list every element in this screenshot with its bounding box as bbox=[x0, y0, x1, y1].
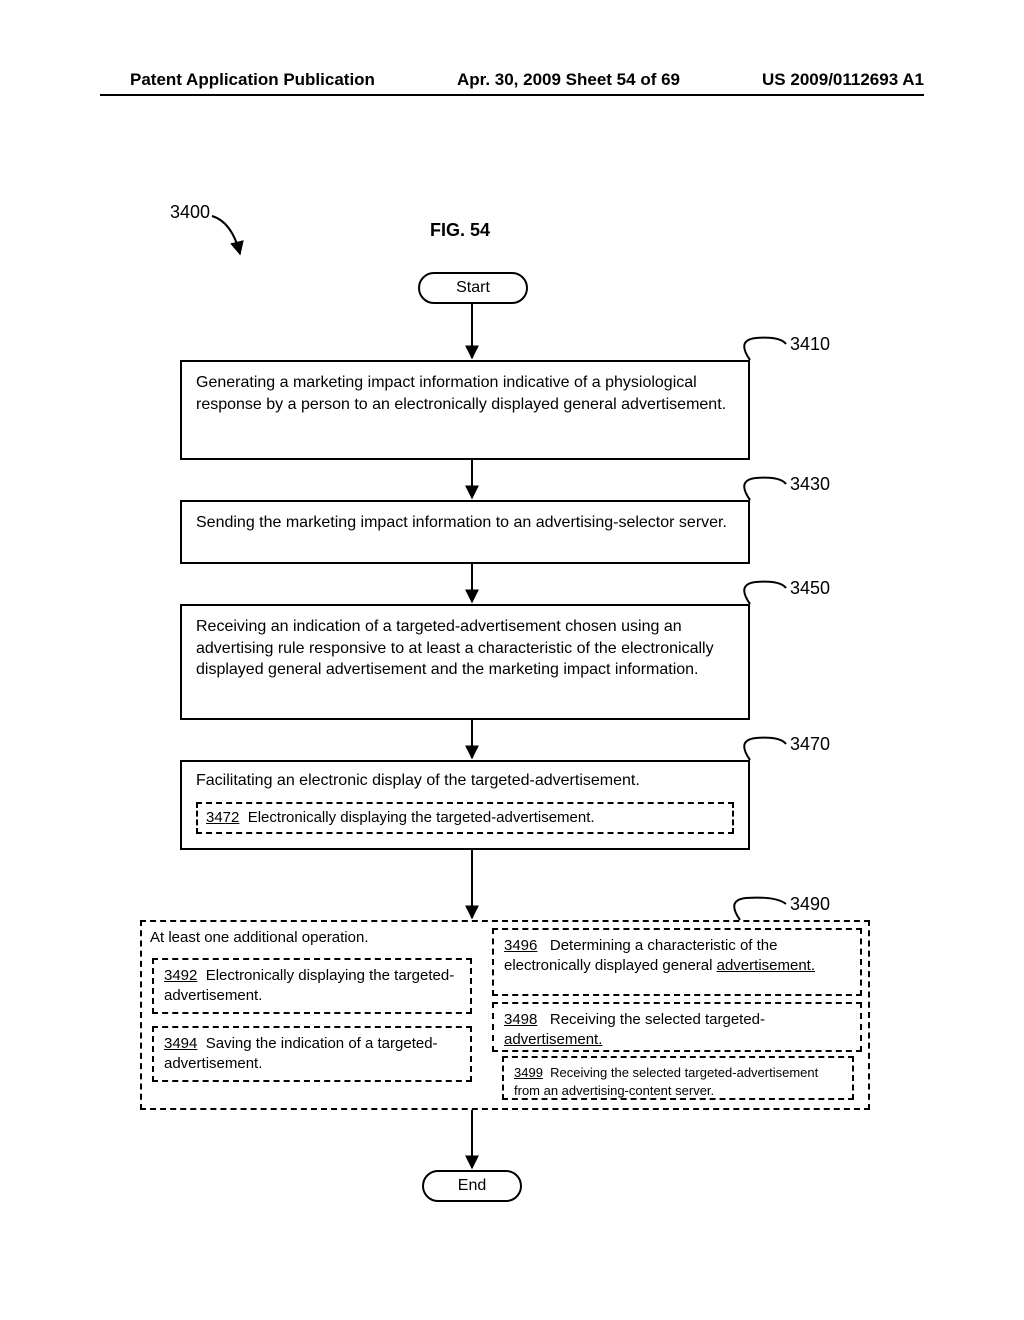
header-left: Patent Application Publication bbox=[130, 70, 375, 90]
page: Patent Application Publication Apr. 30, … bbox=[0, 0, 1024, 1320]
page-header: Patent Application Publication Apr. 30, … bbox=[0, 70, 1024, 90]
sub-3499-ref: 3499 bbox=[514, 1065, 543, 1080]
ref-main: 3400 bbox=[170, 202, 210, 223]
sub-3494-text: Saving the indication of a targeted-adve… bbox=[164, 1035, 438, 1072]
sub-3492: 3492 Electronically displaying the targe… bbox=[152, 958, 472, 1014]
sub-3498-ref: 3498 bbox=[504, 1011, 537, 1028]
sub-3492-text: Electronically displaying the targeted-a… bbox=[164, 967, 454, 1004]
step-3410-text: Generating a marketing impact informatio… bbox=[196, 374, 726, 413]
start-terminal: Start bbox=[418, 272, 528, 304]
step-3470-text: Facilitating an electronic display of th… bbox=[196, 770, 734, 792]
substep-3472-text: Electronically displaying the targeted-a… bbox=[248, 809, 595, 826]
sub-3496-ref: 3496 bbox=[504, 937, 537, 954]
step-3430: Sending the marketing impact information… bbox=[180, 500, 750, 564]
end-terminal: End bbox=[422, 1170, 522, 1202]
step-3450-text: Receiving an indication of a targeted-ad… bbox=[196, 618, 714, 678]
ref-3450: 3450 bbox=[790, 578, 830, 599]
step-3470: Facilitating an electronic display of th… bbox=[180, 760, 750, 850]
step-3450: Receiving an indication of a targeted-ad… bbox=[180, 604, 750, 720]
header-rule bbox=[100, 94, 924, 96]
ref-3410: 3410 bbox=[790, 334, 830, 355]
sub-3494: 3494 Saving the indication of a targeted… bbox=[152, 1026, 472, 1082]
ref-3490: 3490 bbox=[790, 894, 830, 915]
sub-3499: 3499 Receiving the selected targeted-adv… bbox=[502, 1056, 854, 1100]
header-center: Apr. 30, 2009 Sheet 54 of 69 bbox=[457, 70, 680, 90]
step-3430-text: Sending the marketing impact information… bbox=[196, 514, 727, 531]
sub-3499-text: Receiving the selected targeted-advertis… bbox=[514, 1065, 818, 1098]
substep-3472: 3472 Electronically displaying the targe… bbox=[196, 802, 734, 834]
sub-3496-text: Determining a characteristic of the elec… bbox=[504, 937, 815, 974]
header-right: US 2009/0112693 A1 bbox=[762, 70, 924, 90]
sub-3494-ref: 3494 bbox=[164, 1035, 197, 1052]
additional-3490: At least one additional operation. 3492 … bbox=[140, 920, 870, 1110]
sub-3496: 3496 Determining a characteristic of the… bbox=[492, 928, 862, 996]
sub-3492-ref: 3492 bbox=[164, 967, 197, 984]
step-3410: Generating a marketing impact informatio… bbox=[180, 360, 750, 460]
sub-3498: 3498 Receiving the selected targeted-adv… bbox=[492, 1002, 862, 1052]
figure-title: FIG. 54 bbox=[430, 220, 490, 241]
substep-3472-ref: 3472 bbox=[206, 809, 239, 826]
ref-3470-correct: 3470 bbox=[790, 734, 830, 755]
ref-3430: 3430 bbox=[790, 474, 830, 495]
sub-3498-text: Receiving the selected targeted-advertis… bbox=[504, 1011, 765, 1048]
